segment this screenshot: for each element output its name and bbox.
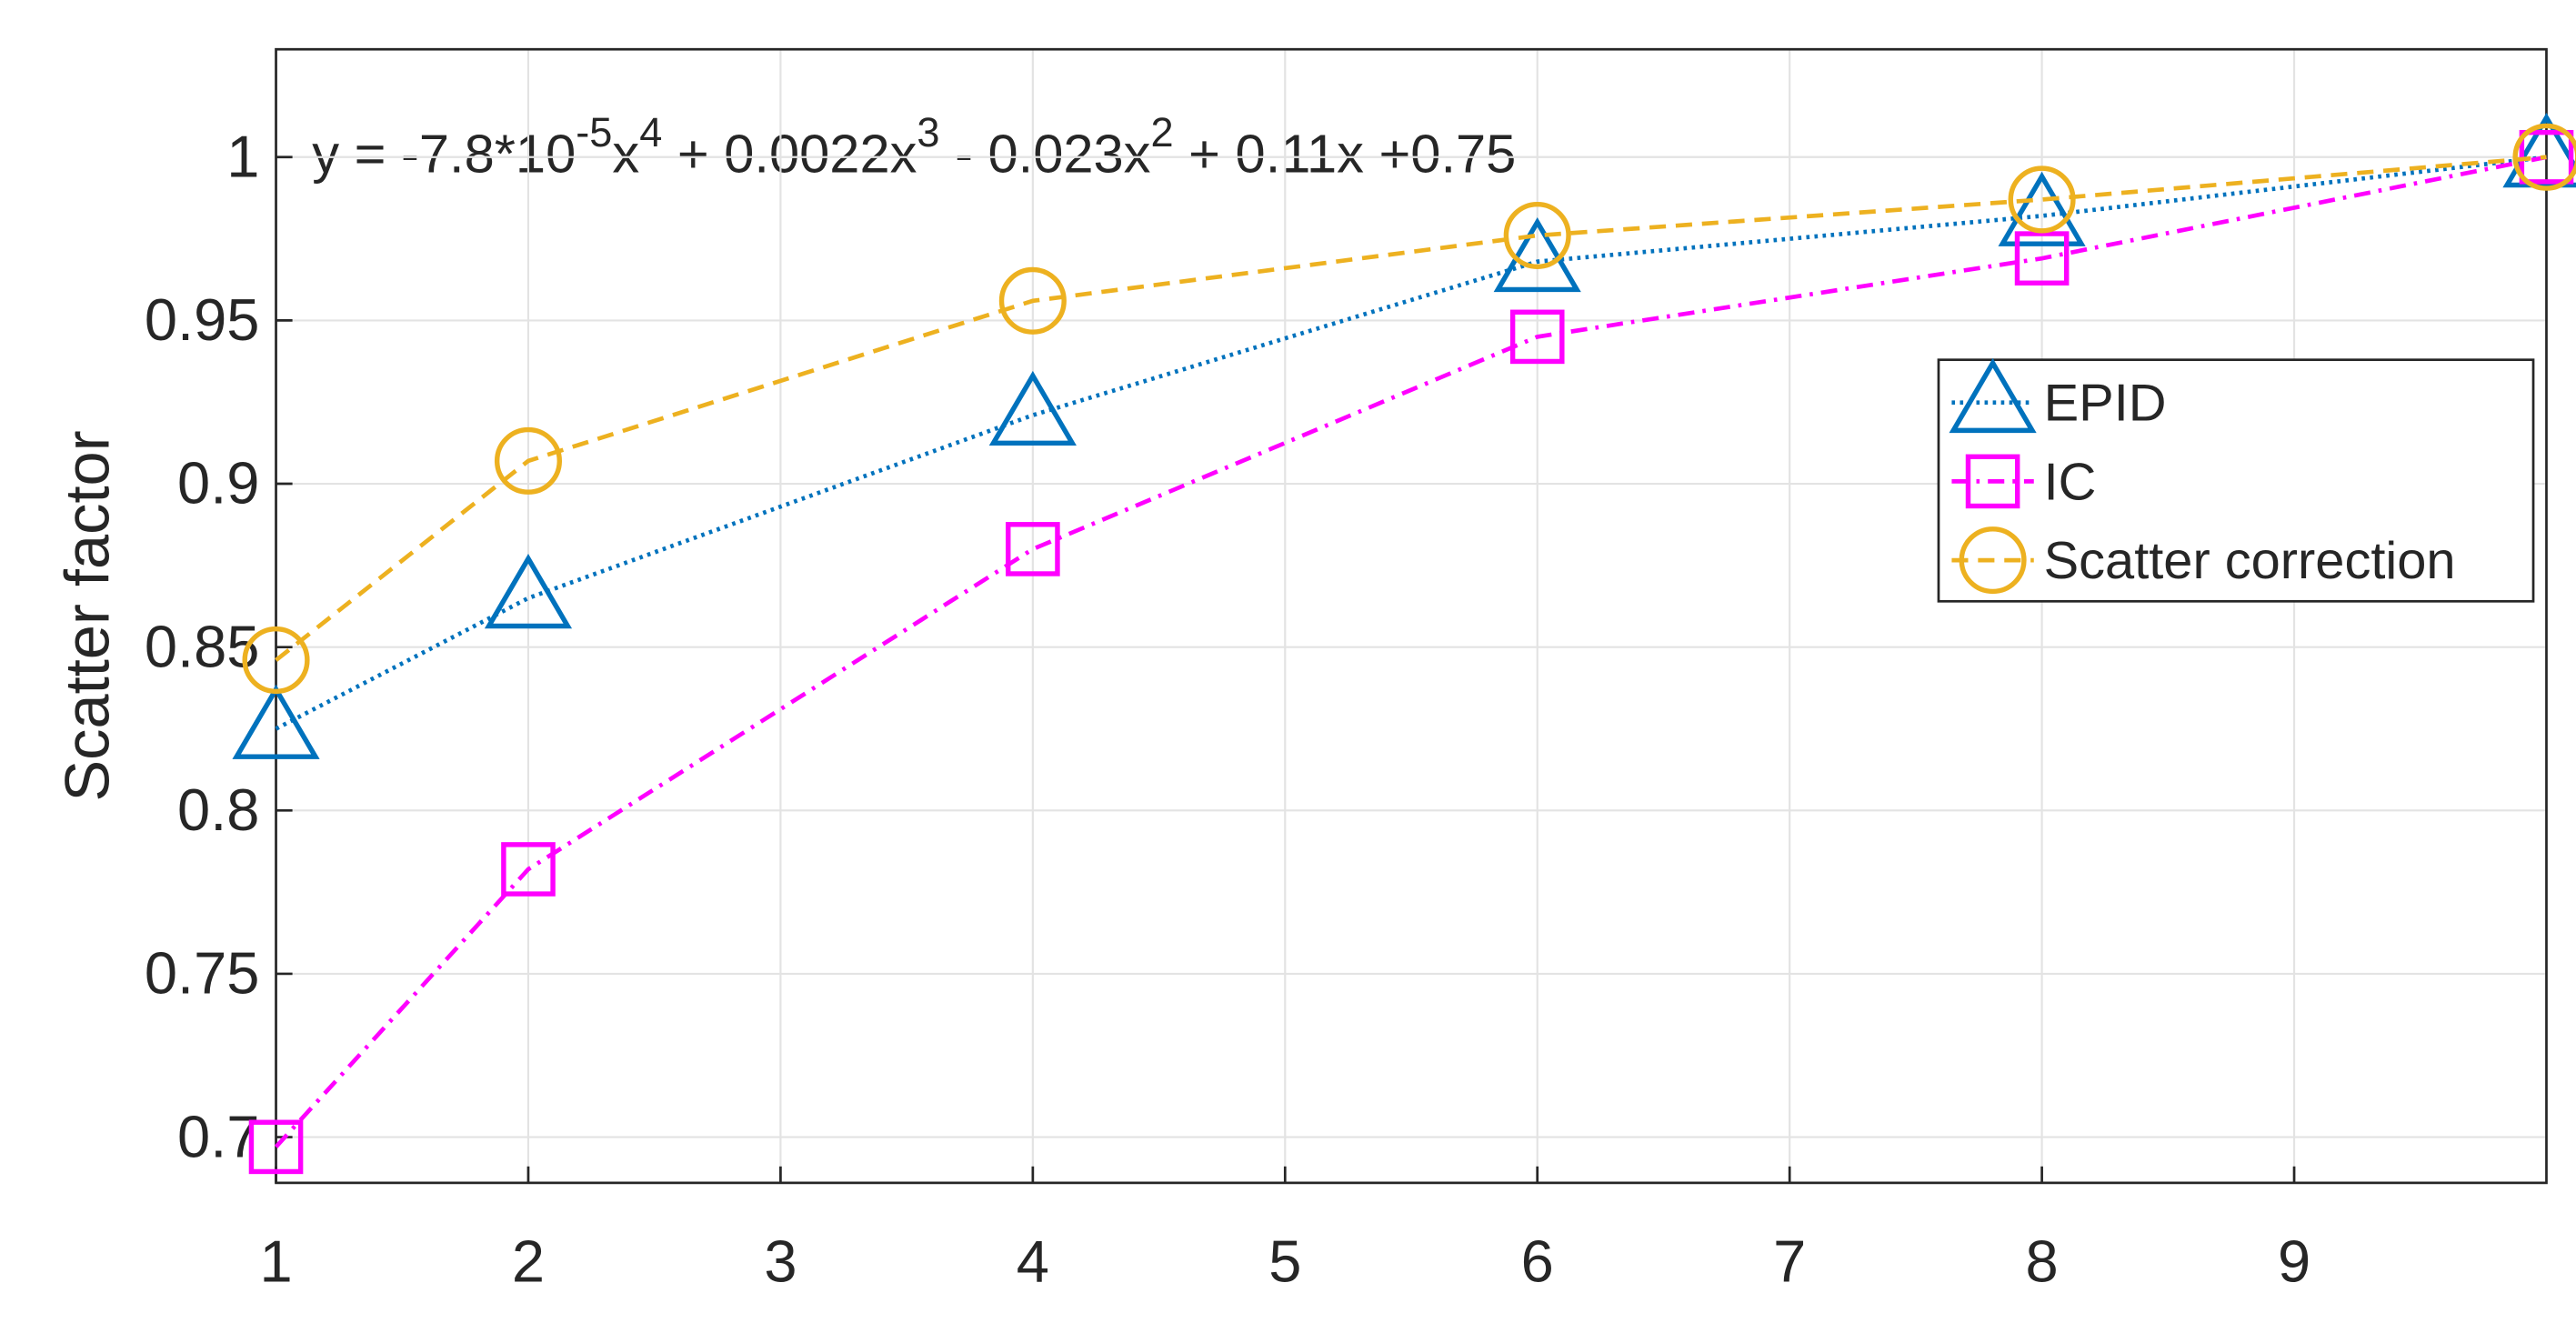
x-tick-label: 5 (1268, 1228, 1301, 1294)
marker (988, 370, 1077, 446)
marker (242, 626, 310, 695)
marker (1503, 201, 1571, 270)
equation-part: x (612, 124, 639, 185)
marker (1949, 357, 2037, 434)
equation-part: -5 (576, 109, 612, 155)
marker (484, 554, 573, 629)
equation-part: + 0.0022x (662, 124, 917, 185)
x-tick-label: 9 (2278, 1228, 2310, 1294)
legend: EPID IC Scatter correction (1937, 357, 2535, 603)
marker (998, 266, 1067, 335)
y-tick-label: 0.95 (145, 286, 260, 353)
marker (248, 1119, 304, 1175)
equation-part: 4 (639, 109, 662, 155)
y-tick-label: 0.9 (177, 450, 259, 516)
y-tick-label: 0.85 (145, 613, 260, 679)
marker (2008, 165, 2076, 234)
marker (501, 842, 556, 897)
x-tick-label: 8 (2026, 1228, 2059, 1294)
marker (1006, 522, 1060, 576)
marker (494, 426, 563, 495)
marker (1509, 309, 1565, 365)
series-line (275, 155, 2547, 662)
marker (2502, 113, 2576, 188)
x-tick-label: 1 (259, 1228, 292, 1294)
x-tick-label: 4 (1017, 1228, 1049, 1294)
y-tick-label: 0.8 (177, 777, 259, 843)
marker (1959, 526, 2027, 595)
equation-annotation: y = -7.8*10-5x4 + 0.0022x3 - 0.023x2 + 0… (312, 109, 1516, 185)
marker (2014, 231, 2070, 286)
marker (232, 684, 320, 759)
x-tick-label: 3 (764, 1228, 797, 1294)
marker (1493, 217, 1581, 293)
y-tick-label: 0.7 (177, 1103, 259, 1169)
marker (1965, 454, 2020, 509)
x-tick-label: 6 (1521, 1228, 1554, 1294)
equation-part: 3 (917, 109, 939, 155)
plot-frame (275, 47, 2548, 1185)
marker (1998, 171, 2086, 246)
equation-part: + 0.11x +0.75 (1174, 124, 1517, 185)
y-tick-label: 1 (226, 123, 259, 189)
marker (2512, 123, 2576, 191)
equation-part: 2 (1150, 109, 1173, 155)
y-tick-label: 0.75 (145, 940, 260, 1007)
legend-label: IC (2044, 453, 2097, 511)
series-line (275, 155, 2547, 731)
legend-label: Scatter correction (2044, 532, 2456, 590)
y-axis-label: Scatter factor (52, 430, 122, 801)
x-tick-label: 2 (512, 1228, 545, 1294)
x-tick-label: 7 (1773, 1228, 1806, 1294)
legend-box (1937, 358, 2535, 603)
equation-part: - 0.023x (940, 124, 1151, 185)
legend-label: EPID (2044, 375, 2167, 433)
equation-part: y = -7.8*10 (312, 124, 576, 185)
